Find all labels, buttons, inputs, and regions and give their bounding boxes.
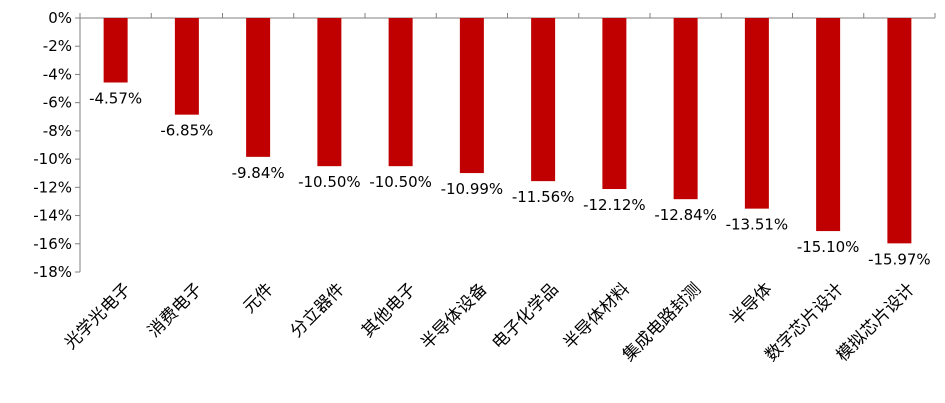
y-tick-label: -6%	[43, 94, 72, 112]
y-tick-label: -16%	[33, 235, 72, 253]
data-label: -12.12%	[583, 196, 646, 214]
bar	[174, 18, 199, 115]
data-label: -15.10%	[797, 238, 860, 256]
y-tick-label: -10%	[33, 150, 72, 168]
data-label: -12.84%	[654, 206, 717, 224]
y-tick-label: 0%	[48, 9, 72, 27]
bar	[317, 18, 342, 167]
bar	[816, 18, 841, 232]
data-label: -10.50%	[298, 173, 361, 191]
data-label: -11.56%	[512, 188, 575, 206]
category-label: 分立器件	[287, 279, 349, 341]
data-label: -9.84%	[232, 164, 285, 182]
category-label: 其他电子	[358, 279, 420, 341]
y-tick-label: -2%	[43, 37, 72, 55]
bar	[246, 18, 271, 157]
bar	[388, 18, 413, 167]
y-tick-label: -14%	[33, 207, 72, 225]
category-labels: 光学光电子 消费电子 元件 分立器件 其他电子半导体设备电子化学品半导体材料集成电路封测…	[61, 279, 919, 365]
category-label: 消费电子	[144, 279, 206, 341]
y-tick-label: -8%	[43, 122, 72, 140]
chart-axes: 0% -2% -4% -6% -8% -10% -12% -14% -16% -18%	[33, 9, 936, 281]
bar	[602, 18, 627, 190]
bar	[744, 18, 769, 209]
category-label: 半导体设备	[417, 279, 491, 353]
y-tick-label: -18%	[33, 263, 72, 281]
data-label: -10.50%	[369, 173, 432, 191]
category-label: 光学光电子	[61, 279, 135, 353]
data-label: -6.85%	[160, 122, 213, 140]
data-label: -10.99%	[441, 180, 504, 198]
bar	[103, 18, 128, 83]
bar	[673, 18, 698, 200]
category-label: 电子化学品	[488, 279, 562, 353]
data-label: -4.57%	[89, 89, 142, 107]
data-label: -13.51%	[726, 216, 789, 234]
data-label: -15.97%	[868, 250, 931, 268]
data-labels: -4.57%-6.85%-9.84%-10.50% -10.50% -10.99% -…	[89, 89, 931, 268]
bar	[887, 18, 912, 244]
y-tick-label: -12%	[33, 178, 72, 196]
bar	[531, 18, 556, 182]
y-tick-label: -4%	[43, 65, 72, 83]
bar	[459, 18, 484, 174]
category-label: 半导体	[726, 279, 776, 329]
category-label: 半导体材料	[560, 279, 634, 353]
bar-series	[103, 18, 912, 244]
category-label: 元件	[239, 279, 277, 317]
